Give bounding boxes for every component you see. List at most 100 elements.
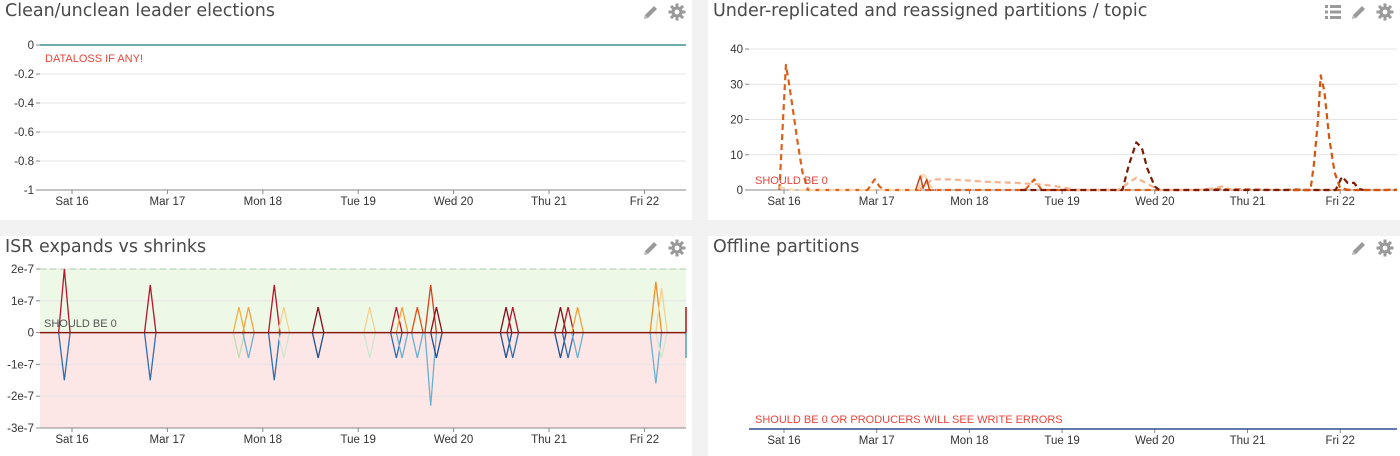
series-spike-down bbox=[506, 332, 520, 359]
y-tick-label: 0 bbox=[28, 328, 34, 340]
series-spike-up bbox=[232, 307, 246, 333]
x-tick-label: Mon 18 bbox=[244, 434, 282, 446]
series-spike-up bbox=[410, 307, 424, 333]
chart-offline-partitions: Sat 16 Mar 17 Mon 18 Tue 19 Wed 20 Thu 21 Fri … bbox=[749, 414, 1397, 447]
series-spike-up bbox=[506, 307, 520, 333]
y-tick-label: 1e-7 bbox=[11, 296, 34, 308]
series-line-2 bbox=[779, 171, 938, 192]
series-spike-down bbox=[143, 332, 157, 381]
series-spike-up bbox=[143, 284, 157, 333]
panel-tools bbox=[642, 3, 686, 21]
series-spike-up bbox=[395, 307, 409, 333]
gear-icon[interactable] bbox=[668, 239, 686, 257]
series-spike-down bbox=[571, 332, 584, 359]
x-tick-label: Thu 21 bbox=[1230, 435, 1266, 447]
series-spike-down bbox=[430, 332, 443, 359]
series-spike-up bbox=[499, 307, 513, 333]
gear-icon[interactable] bbox=[668, 3, 686, 21]
x-tick-label: Fri 22 bbox=[1325, 196, 1354, 208]
y-tick-label: 0 bbox=[737, 185, 743, 197]
edit-icon[interactable] bbox=[642, 239, 660, 257]
x-tick-label: Wed 20 bbox=[1135, 435, 1174, 447]
x-tick-label: Mon 18 bbox=[950, 196, 988, 208]
y-tick-label: 40 bbox=[730, 44, 743, 56]
x-tick-label: Fri 22 bbox=[1325, 435, 1354, 447]
y-tick-label: 0 bbox=[28, 40, 34, 52]
x-tick-label: Wed 20 bbox=[1135, 196, 1174, 208]
x-tick-label: Sat 16 bbox=[55, 434, 88, 446]
annotation-label: SHOULD BE 0 OR PRODUCERS WILL SEE WRITE … bbox=[755, 414, 1063, 426]
y-tick-label: 20 bbox=[730, 115, 743, 127]
series-line-1 bbox=[917, 176, 1248, 192]
x-tick-label: Sat 16 bbox=[767, 196, 800, 208]
annotation-label: SHOULD BE 0 bbox=[44, 318, 117, 330]
x-tick-label: Sat 16 bbox=[55, 196, 88, 208]
series-spike-down bbox=[655, 332, 668, 359]
series-spike-up bbox=[242, 307, 255, 333]
series-line-4 bbox=[1293, 74, 1397, 192]
list-icon[interactable] bbox=[1324, 3, 1342, 21]
x-tick-label: Mon 18 bbox=[950, 435, 988, 447]
y-tick-label: 30 bbox=[730, 79, 743, 91]
series-spike-down bbox=[232, 332, 246, 359]
series-line-0 bbox=[778, 63, 1398, 192]
x-tick-label: Mar 17 bbox=[859, 435, 895, 447]
x-tick-label: Thu 21 bbox=[531, 196, 567, 208]
x-tick-label: Thu 21 bbox=[1230, 196, 1266, 208]
x-tick-label: Tue 19 bbox=[1044, 435, 1079, 447]
y-tick-label: -0.6 bbox=[14, 127, 34, 139]
series-spike-down bbox=[561, 332, 575, 359]
x-tick-label: Tue 19 bbox=[341, 196, 376, 208]
y-tick-label: -2e-7 bbox=[7, 391, 34, 403]
series-spike-down bbox=[499, 332, 513, 359]
series-spike-down bbox=[267, 332, 281, 381]
series-spike-up bbox=[311, 307, 325, 333]
panel-title: Clean/unclean leader elections bbox=[5, 1, 276, 21]
series-spike-up bbox=[561, 307, 575, 333]
panel-leader-elections: Clean/unclean leader elections 0 -0.2 -0.4… bbox=[0, 0, 692, 220]
series-spike-up bbox=[571, 307, 584, 333]
annotation-label: DATALOSS IF ANY! bbox=[45, 53, 143, 65]
series-line-3 bbox=[1020, 141, 1364, 192]
y-tick-label: 10 bbox=[730, 150, 743, 162]
gear-icon[interactable] bbox=[1376, 3, 1394, 21]
x-tick-label: Wed 20 bbox=[434, 434, 473, 446]
x-tick-label: Wed 20 bbox=[434, 196, 473, 208]
threshold-band-1 bbox=[40, 332, 686, 428]
y-tick-label: -1 bbox=[24, 185, 34, 197]
gear-icon[interactable] bbox=[1376, 239, 1394, 257]
series-spike-down bbox=[410, 332, 424, 359]
series-spike-up bbox=[267, 284, 281, 333]
y-tick-label: -0.4 bbox=[14, 98, 34, 110]
annotation-label: SHOULD BE 0 bbox=[755, 175, 828, 187]
panel-under-replicated: Under-replicated and reassigned partitio… bbox=[708, 0, 1400, 220]
edit-icon[interactable] bbox=[642, 3, 660, 21]
panel-tools bbox=[1350, 239, 1394, 257]
x-tick-label: Thu 21 bbox=[531, 434, 567, 446]
series-spike-down bbox=[363, 332, 377, 359]
series-spike-up bbox=[649, 281, 663, 333]
panel-offline-partitions: Offline partitions Sat 16 Mar 17 Mon 18 Tue… bbox=[708, 236, 1400, 456]
chart-leader-elections: 0 -0.2 -0.4 -0.6 -0.8 -1 Sat 16 Mar 17 Mon 18 Tue… bbox=[14, 40, 686, 208]
panel-title: Offline partitions bbox=[713, 237, 860, 257]
series-spike-down bbox=[242, 332, 255, 359]
y-tick-label: -0.2 bbox=[14, 69, 34, 81]
panel-isr-expands-shrinks: ISR expands vs shrinks 2e-7 1e-7 0 -1e-7 -2e… bbox=[0, 236, 692, 456]
series-spike-up bbox=[390, 307, 403, 333]
series-spike-up bbox=[363, 307, 377, 333]
x-tick-label: Mar 17 bbox=[859, 196, 895, 208]
series-spike-down bbox=[395, 332, 409, 359]
y-tick-label: 2e-7 bbox=[11, 264, 34, 276]
series-line-5 bbox=[914, 175, 935, 191]
series-spike-down bbox=[57, 332, 71, 381]
edit-icon[interactable] bbox=[1350, 239, 1368, 257]
series-spike-down bbox=[277, 332, 291, 359]
x-tick-label: Fri 22 bbox=[630, 434, 659, 446]
x-tick-label: Mar 17 bbox=[150, 196, 186, 208]
y-tick-label: -0.8 bbox=[14, 156, 34, 168]
edit-icon[interactable] bbox=[1350, 3, 1368, 21]
panel-tools bbox=[1324, 3, 1394, 21]
series-spike-up bbox=[277, 307, 291, 333]
x-tick-label: Mon 18 bbox=[244, 196, 282, 208]
series-spike-up bbox=[57, 268, 71, 333]
